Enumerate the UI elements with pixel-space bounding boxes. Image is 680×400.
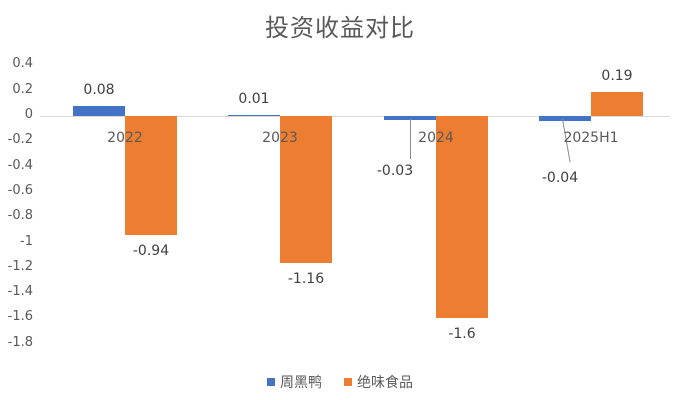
leader-line bbox=[410, 119, 411, 159]
data-label: 0.01 bbox=[238, 90, 270, 107]
y-tick-label: -1.4 bbox=[7, 284, 33, 300]
x-category-label: 2023 bbox=[262, 130, 298, 146]
data-label: 0.08 bbox=[83, 81, 115, 98]
bar-zhouheiya-2025H1[interactable] bbox=[539, 116, 591, 122]
x-category-label: 2025H1 bbox=[563, 130, 619, 146]
bar-juewei-2023[interactable] bbox=[280, 116, 332, 263]
bar-juewei-2025H1[interactable] bbox=[591, 91, 643, 116]
legend-label: 绝味食品 bbox=[357, 375, 413, 391]
legend-item-zhouheiya[interactable]: 周黑鸭 bbox=[267, 372, 322, 392]
y-tick-label: -0.4 bbox=[7, 157, 33, 173]
y-tick-label: -1.2 bbox=[7, 258, 33, 274]
legend-item-juewei[interactable]: 绝味食品 bbox=[344, 372, 413, 392]
data-label: -0.04 bbox=[541, 170, 579, 186]
y-tick-label: 0 bbox=[24, 107, 33, 122]
y-tick-label: -1.8 bbox=[7, 334, 33, 350]
legend-swatch-blue-icon bbox=[267, 378, 275, 386]
y-tick-label: -0.8 bbox=[7, 208, 33, 224]
zero-axis-line bbox=[40, 116, 670, 117]
legend-swatch-orange-icon bbox=[344, 378, 352, 386]
y-tick-label: -0.2 bbox=[7, 132, 33, 148]
x-category-label: 2024 bbox=[418, 130, 454, 146]
data-label: -0.94 bbox=[132, 242, 170, 259]
y-tick-label: -1.6 bbox=[7, 309, 33, 325]
data-label: -1.6 bbox=[448, 326, 476, 343]
bar-juewei-2024[interactable] bbox=[436, 116, 488, 319]
y-tick-label: -0.6 bbox=[7, 182, 33, 198]
y-tick-label: -1 bbox=[20, 233, 33, 249]
x-category-label: 2022 bbox=[107, 130, 143, 146]
data-label: 0.19 bbox=[601, 67, 633, 84]
bar-zhouheiya-2022[interactable] bbox=[73, 105, 125, 116]
bar-zhouheiya-2024[interactable] bbox=[384, 116, 436, 120]
bar-juewei-2022[interactable] bbox=[125, 116, 177, 235]
data-label: -1.16 bbox=[287, 270, 325, 287]
legend: 周黑鸭 绝味食品 bbox=[0, 372, 680, 392]
chart-title: 投资收益对比 bbox=[265, 14, 415, 42]
y-tick-label: 0.4 bbox=[12, 56, 33, 72]
legend-label: 周黑鸭 bbox=[280, 375, 322, 391]
bar-zhouheiya-2023[interactable] bbox=[228, 114, 280, 116]
data-label: -0.03 bbox=[376, 163, 414, 179]
y-tick-label: 0.2 bbox=[12, 81, 33, 97]
